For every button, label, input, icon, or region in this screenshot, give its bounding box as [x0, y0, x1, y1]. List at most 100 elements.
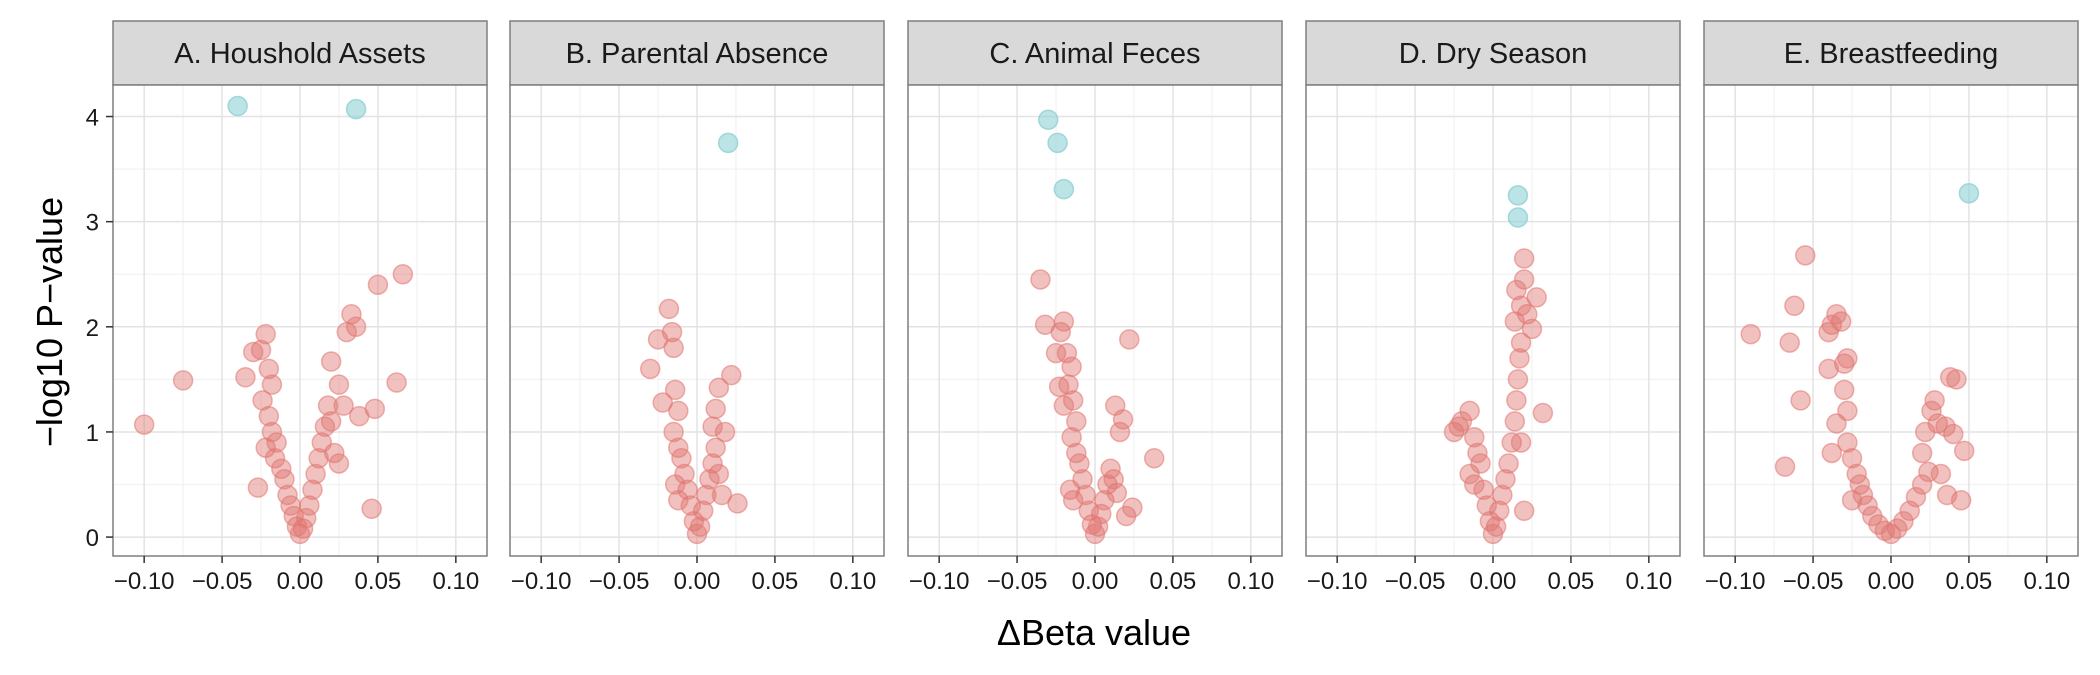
data-point — [1094, 490, 1115, 511]
data-point — [708, 463, 730, 485]
x-tick-label: −0.05 — [589, 568, 650, 595]
data-point — [714, 421, 736, 443]
data-point — [308, 447, 329, 469]
data-point — [1498, 453, 1519, 474]
data-point — [1075, 484, 1096, 506]
data-point — [1830, 311, 1852, 332]
x-tick-label: −0.10 — [1705, 568, 1766, 595]
significant-point — [1507, 185, 1529, 206]
data-point — [258, 358, 280, 380]
data-point — [1935, 416, 1956, 437]
panel-strip — [112, 20, 488, 86]
point-group — [1443, 185, 1554, 545]
x-tick-label: 0.00 — [674, 568, 721, 595]
data-point — [243, 341, 264, 363]
data-point — [361, 498, 382, 519]
data-point — [1507, 369, 1529, 390]
data-point — [255, 323, 276, 345]
data-point — [1485, 516, 1507, 537]
data-point — [172, 370, 194, 391]
x-tick-label: −0.10 — [114, 568, 175, 595]
significant-point — [1038, 109, 1059, 130]
data-point — [1459, 463, 1480, 485]
data-point — [680, 495, 702, 516]
data-point — [1532, 402, 1554, 424]
x-tick-label: −0.10 — [1307, 568, 1368, 595]
significant-point — [1047, 132, 1068, 154]
data-point — [664, 379, 686, 401]
data-point — [1106, 482, 1128, 504]
data-point — [1826, 413, 1847, 434]
x-tick-label: −0.10 — [909, 568, 970, 595]
data-point — [1930, 463, 1952, 485]
data-point — [328, 453, 350, 474]
data-point — [1069, 453, 1090, 474]
data-point — [692, 500, 714, 522]
data-point — [305, 463, 326, 485]
data-point — [1784, 295, 1805, 317]
y-tick-label: 4 — [86, 105, 99, 132]
data-point — [663, 421, 684, 443]
point-group — [133, 95, 414, 545]
panels-layer: A. Houshold Assets −0.10 −0.05 0.00 0.05 0.10… — [112, 20, 2079, 595]
data-point — [1911, 474, 1933, 495]
data-point — [1740, 323, 1761, 345]
data-point — [1918, 461, 1939, 483]
significant-point — [1507, 207, 1529, 228]
data-point — [696, 484, 717, 506]
panel-title: A. Houshold Assets — [174, 38, 425, 70]
data-point — [274, 469, 295, 490]
x-tick-label: 0.05 — [1548, 568, 1595, 595]
data-point — [1061, 426, 1082, 448]
data-point — [295, 507, 317, 529]
data-point — [1495, 469, 1516, 490]
data-point — [364, 398, 386, 420]
data-point — [299, 495, 320, 516]
data-point — [1837, 432, 1858, 453]
data-point — [1464, 474, 1485, 495]
data-point — [1030, 269, 1051, 290]
data-point — [1504, 411, 1526, 432]
data-point — [664, 474, 686, 495]
x-tick-label: 0.00 — [277, 568, 324, 595]
y-tick-label: 3 — [86, 210, 99, 237]
data-point — [1109, 421, 1131, 443]
data-point — [708, 377, 730, 399]
data-point — [1087, 516, 1109, 537]
data-point — [247, 477, 269, 498]
significant-point — [345, 98, 367, 120]
x-tick-label: 0.05 — [1946, 568, 1993, 595]
data-point — [689, 516, 711, 537]
data-point — [1821, 442, 1843, 464]
x-tick-label: −0.05 — [987, 568, 1048, 595]
data-point — [264, 447, 286, 469]
data-point — [1473, 479, 1494, 501]
data-point — [1834, 379, 1855, 401]
panel-4: D. Dry Season −0.10 −0.05 0.00 0.05 0.10 — [1305, 20, 1681, 595]
data-point — [328, 374, 350, 395]
data-point — [711, 484, 733, 506]
data-point — [705, 437, 726, 458]
point-group — [1740, 183, 1980, 545]
point-group — [1030, 109, 1165, 545]
x-tick-label: 0.10 — [2023, 568, 2070, 595]
data-point — [658, 298, 680, 320]
data-point — [1506, 279, 1527, 301]
data-point — [345, 316, 367, 338]
data-point — [1061, 356, 1082, 378]
significant-point — [1053, 178, 1075, 200]
panel-strip — [1703, 20, 2079, 86]
data-point — [266, 432, 287, 453]
data-point — [677, 479, 698, 501]
data-point — [702, 453, 723, 474]
panel-title: B. Parental Absence — [566, 38, 829, 70]
data-point — [1818, 358, 1839, 380]
data-point — [317, 395, 339, 416]
point-group — [640, 132, 748, 545]
data-point — [1062, 390, 1084, 411]
data-point — [1837, 348, 1858, 369]
data-point — [392, 263, 414, 285]
data-point — [1112, 409, 1134, 430]
data-point — [1510, 432, 1532, 453]
data-point — [320, 351, 342, 372]
